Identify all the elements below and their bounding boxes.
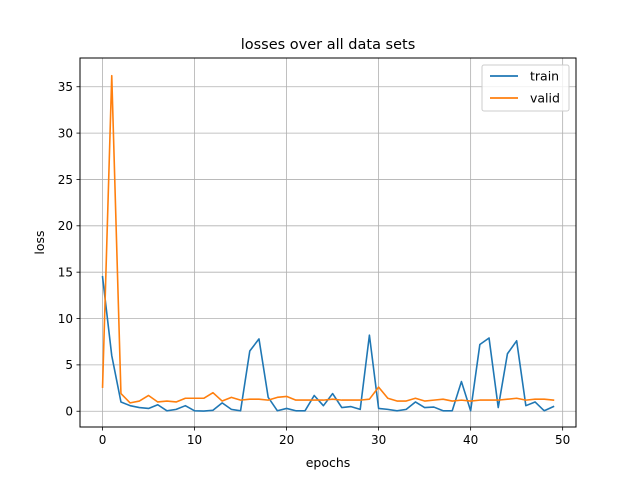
x-tick-label: 50 <box>555 433 570 447</box>
y-tick-label: 10 <box>58 312 73 326</box>
y-tick-label: 0 <box>65 405 73 419</box>
chart-title: losses over all data sets <box>241 37 416 53</box>
y-axis-label: loss <box>32 230 47 254</box>
x-tick-label: 20 <box>279 433 294 447</box>
x-tick-label: 30 <box>371 433 386 447</box>
y-tick-label: 5 <box>65 358 73 372</box>
x-tick-label: 10 <box>187 433 202 447</box>
grid <box>80 58 576 427</box>
series-line-valid <box>101 74 555 404</box>
y-tick-label: 30 <box>58 126 73 140</box>
legend-label-train: train <box>530 69 559 84</box>
x-tick-label: 40 <box>463 433 478 447</box>
series-lines <box>101 74 555 412</box>
y-tick-label: 20 <box>58 219 73 233</box>
axis-ticks: 0 10 20 30 40 50 0 5 10 15 20 25 30 35 <box>58 80 571 447</box>
y-tick-label: 25 <box>58 173 73 187</box>
legend: train valid <box>481 64 570 112</box>
y-tick-label: 35 <box>58 80 73 94</box>
x-tick-label: 0 <box>99 433 107 447</box>
y-tick-label: 15 <box>58 265 73 279</box>
x-axis-label: epochs <box>306 455 351 470</box>
legend-label-valid: valid <box>530 91 560 106</box>
plot-frame <box>79 57 577 428</box>
